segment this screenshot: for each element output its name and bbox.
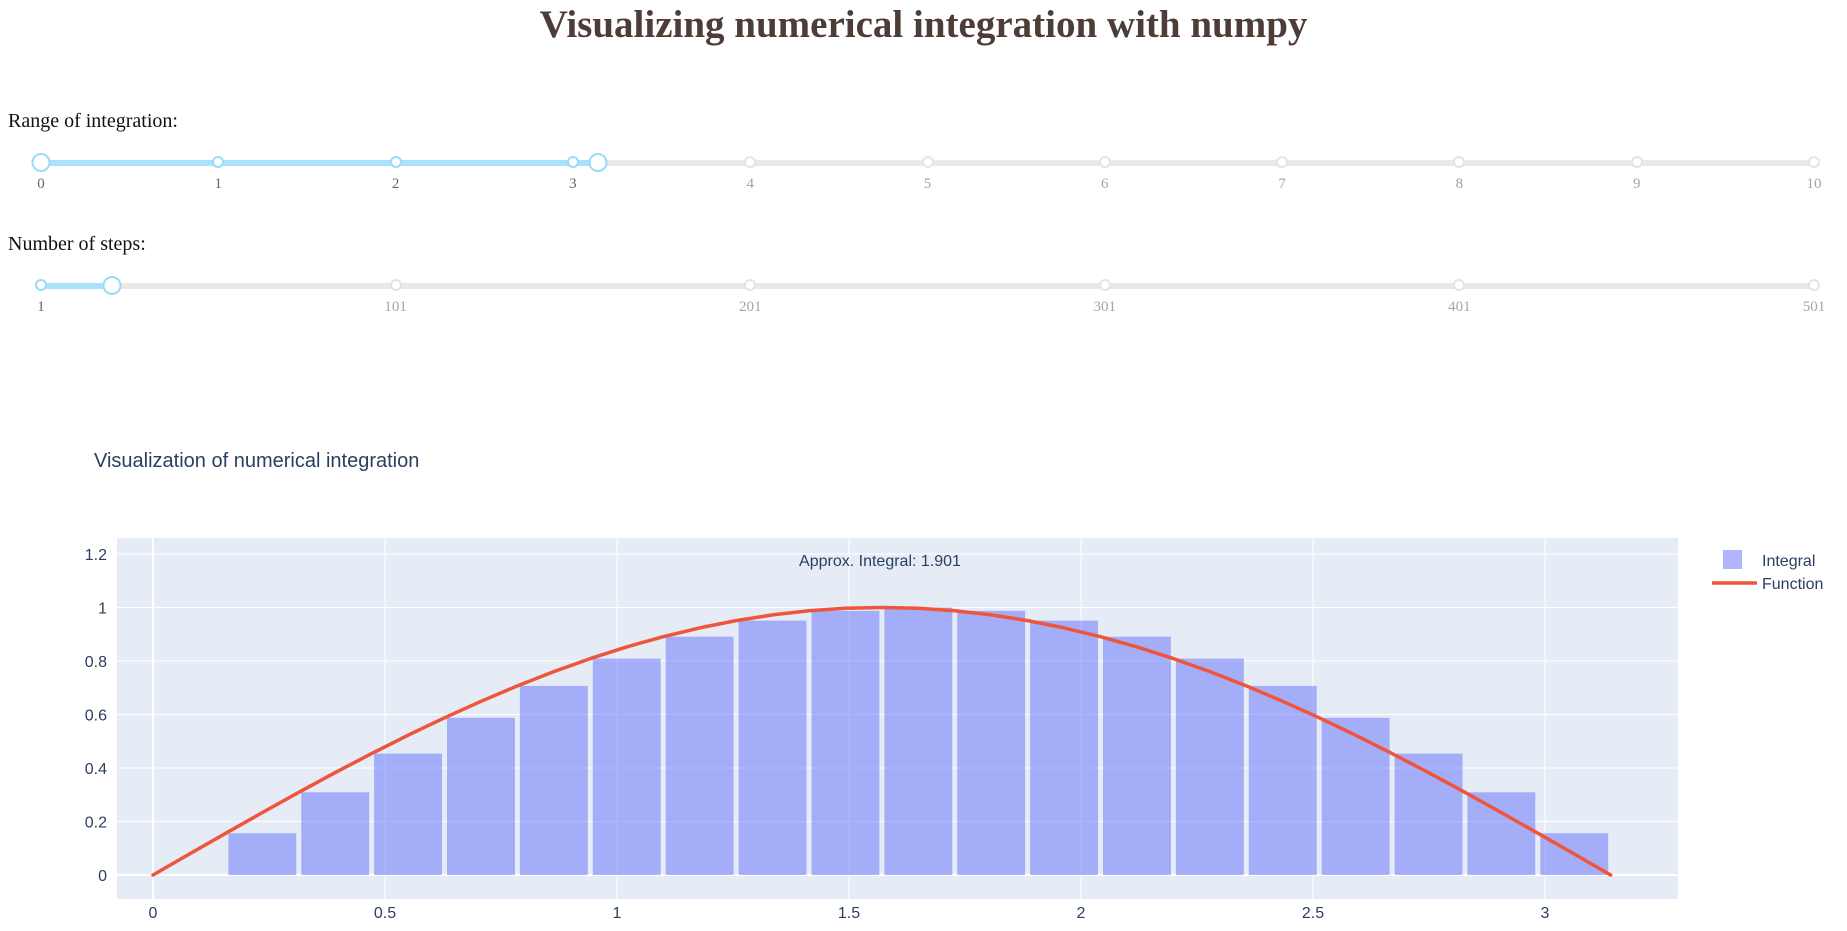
slider-mark-label: 101 [384,299,407,315]
x-tick-label: 3 [1541,905,1550,922]
range-slider-handle-max[interactable] [588,153,608,172]
slider-mark-label: 0 [37,176,45,192]
y-tick-label: 0.2 [85,815,107,832]
slider-mark-label: 301 [1093,299,1117,315]
integral-bar[interactable] [957,610,1026,875]
legend-function-label[interactable]: Function [1762,576,1823,593]
range-of-integration-slider[interactable]: 0 1 2 3 4 5 6 7 8 9 10 [31,150,1822,206]
integral-bar[interactable] [1321,717,1390,875]
slider-tick-dot[interactable] [1808,156,1820,168]
slider-tick-dot[interactable] [921,156,934,168]
slider-mark-label: 501 [1802,299,1826,315]
x-tick-label: 2 [1077,905,1086,922]
slider-mark-label: 10 [1806,176,1822,192]
integral-bar[interactable] [447,717,515,875]
x-tick-label: 0 [149,905,158,922]
slider-mark-label: 2 [391,176,400,192]
number-of-steps-slider[interactable]: 1 101 201 301 401 501 [35,273,1825,329]
slider-mark-label: 401 [1448,299,1471,315]
chart: Visualization of numerical integration 0… [0,440,1847,931]
slider-tick-dot[interactable] [1276,156,1289,168]
integral-bar[interactable] [1030,620,1098,875]
steps-slider-handle[interactable] [102,276,122,295]
slider-mark-label: 4 [746,176,754,192]
slider-tick-dot[interactable] [744,279,757,291]
slider-mark-label: 6 [1101,176,1109,192]
slider-tick-dot[interactable] [1630,156,1643,168]
slider-tick-dot[interactable] [1098,279,1111,291]
y-tick-label: 0 [98,868,107,885]
y-tick-label: 1 [98,601,107,618]
slider-rail[interactable] [41,283,1814,289]
integral-bar[interactable] [1175,658,1244,875]
integral-bar[interactable] [592,658,661,875]
slider-mark-label: 1 [37,299,45,315]
integration-chart[interactable]: 0 0.5 1 1.5 2 2.5 3 0 0.2 0.4 0.6 0.8 1 1.2 Approx. In… [0,440,1847,931]
chart-title: Visualization of numerical integration [94,450,420,472]
slider-mark-label: 5 [923,176,932,192]
legend-integral-label[interactable]: Integral [1762,553,1815,570]
y-tick-label: 1.2 [85,547,107,564]
integral-bar[interactable] [884,607,953,876]
slider-tick-dot[interactable] [1453,156,1466,168]
y-tick-label: 0.8 [85,654,107,671]
slider-tick-dot[interactable] [1098,156,1111,168]
x-tick-label: 1.5 [838,905,860,922]
integral-bar[interactable] [811,610,880,875]
integral-bar[interactable] [301,792,370,875]
slider-mark-label: 1 [214,176,223,192]
y-tick-label: 0.4 [85,761,107,778]
range-slider-label: Range of integration: [8,110,178,132]
slider-tick-dot[interactable] [1808,279,1820,291]
y-tick-label: 0.6 [85,708,107,725]
integral-bar[interactable] [228,833,297,875]
integral-annotation: Approx. Integral: 1.901 [799,553,961,570]
slider-tick-dot[interactable] [1453,279,1466,291]
x-tick-label: 1 [613,905,622,922]
integral-bar[interactable] [1248,685,1317,875]
x-tick-label: 2.5 [1302,905,1324,922]
slider-tick-dot[interactable] [212,156,225,168]
function-line[interactable] [151,605,1613,877]
integral-bar[interactable] [519,685,588,875]
slider-tick-dot[interactable] [744,156,757,168]
slider-tick-dot[interactable] [389,156,402,168]
steps-slider-label: Number of steps: [8,233,146,255]
x-tick-label: 0.5 [374,905,396,922]
page-title: Visualizing numerical integration with n… [539,3,1308,46]
integral-bar[interactable] [1103,636,1171,875]
integral-bar[interactable] [1467,792,1536,875]
slider-active-track[interactable] [41,160,598,166]
slider-mark-label: 9 [1632,176,1641,192]
slider-mark-label: 3 [569,176,577,192]
integral-bar[interactable] [738,620,807,875]
slider-tick-dot[interactable] [35,279,47,291]
slider-tick-dot[interactable] [389,279,402,291]
slider-mark-label: 201 [738,299,762,315]
slider-mark-label: 8 [1455,176,1464,192]
integral-bar[interactable] [374,753,442,875]
slider-mark-label: 7 [1278,176,1286,192]
slider-active-track[interactable] [41,283,112,289]
legend-integral-swatch [1723,550,1742,569]
integral-bar[interactable] [665,636,734,875]
range-slider-handle-min[interactable] [31,153,51,172]
slider-tick-dot[interactable] [566,156,579,168]
